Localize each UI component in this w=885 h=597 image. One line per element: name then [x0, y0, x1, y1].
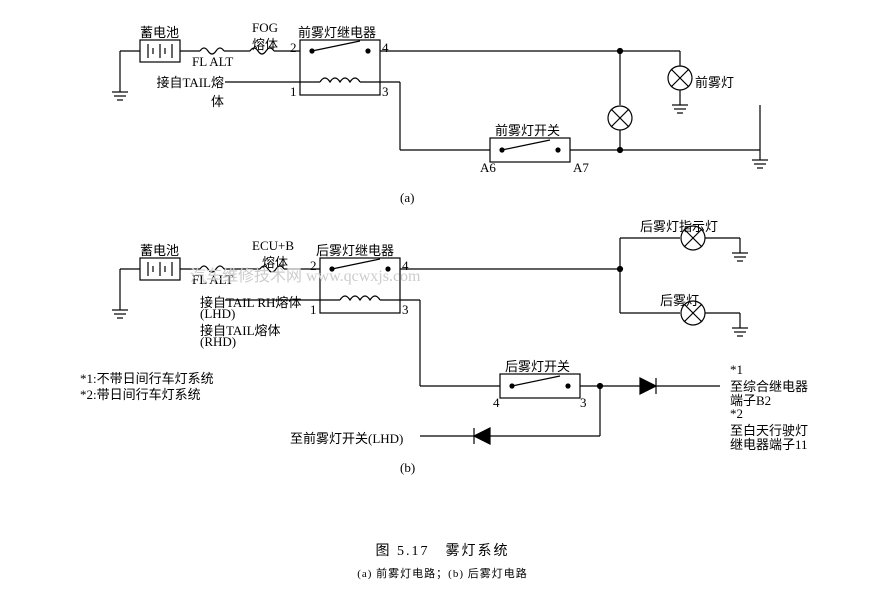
- battery-a: [140, 40, 180, 62]
- rear-switch-pin3: 3: [580, 395, 587, 411]
- note2-label: *2:带日间行车灯系统: [80, 384, 201, 403]
- rear-switch-pin4: 4: [493, 395, 500, 411]
- sublabel-b: (b): [400, 460, 415, 476]
- battery-b-label: 蓄电池: [140, 240, 179, 259]
- front-lamp-label: 前雾灯: [695, 72, 734, 91]
- diode-right: [640, 378, 656, 394]
- sublabel-a: (a): [400, 190, 414, 206]
- to-front-switch-label: 至前雾灯开关(LHD): [290, 428, 403, 447]
- battery-b: [140, 258, 180, 280]
- switch-a6: A6: [480, 160, 496, 176]
- switch-a7: A7: [573, 160, 589, 176]
- front-fog-lamp-2: [608, 106, 632, 145]
- ext2c-label: 继电器端子11: [730, 434, 808, 453]
- relay-a-pin1: 1: [290, 84, 297, 100]
- front-fog-relay: [300, 40, 380, 95]
- relay-a-pin2: 2: [290, 40, 297, 56]
- rear-switch-label: 后雾灯开关: [505, 356, 570, 375]
- figure-subcaption: (a) 前雾灯电路；(b) 后雾灯电路: [0, 565, 885, 581]
- watermark-text: 汽车维修技术网 www.qcwxjs.com: [190, 262, 421, 286]
- relay-a-pin4: 4: [382, 40, 389, 56]
- front-fog-switch: [490, 138, 570, 162]
- rear-fog-switch: [500, 374, 580, 398]
- indicator-label: 后雾灯指示灯: [640, 216, 718, 235]
- fl-alt-a-label: FL ALT: [192, 54, 233, 70]
- rear-relay-label: 后雾灯继电器: [316, 240, 394, 259]
- front-fog-lamp-1: [668, 51, 692, 105]
- fog-fuse-label2: 熔体: [252, 34, 278, 53]
- front-relay-label: 前雾灯继电器: [298, 22, 376, 41]
- diode-left: [474, 428, 490, 444]
- relay-b-pin1: 1: [310, 302, 317, 318]
- front-switch-label: 前雾灯开关: [495, 120, 560, 139]
- figure-caption: 图 5.17 雾灯系统: [0, 540, 885, 560]
- relay-a-pin3: 3: [382, 84, 389, 100]
- rear-lamp-label: 后雾灯: [660, 290, 699, 309]
- relay-b-pin3: 3: [402, 302, 409, 318]
- rhd-label: (RHD): [200, 334, 236, 350]
- tail-fuse-a-label: 接自TAIL熔体: [150, 72, 224, 110]
- battery-a-label: 蓄电池: [140, 22, 179, 41]
